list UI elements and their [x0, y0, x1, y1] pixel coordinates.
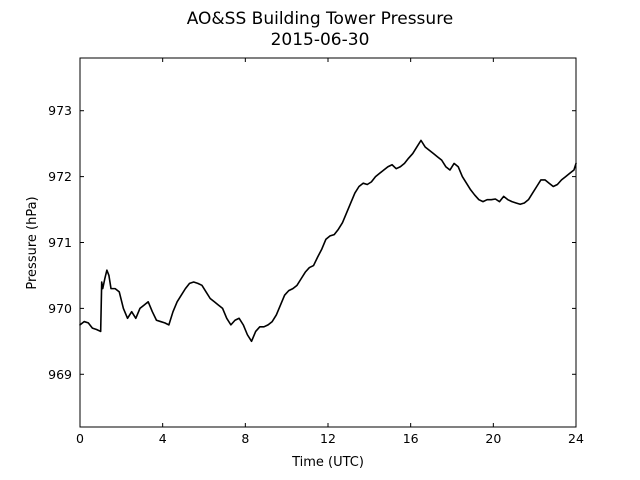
y-tick-label: 972 [48, 169, 72, 184]
series-line-pressure [79, 139, 577, 343]
y-tick-label: 973 [48, 103, 72, 118]
y-tick-label: 971 [48, 235, 72, 250]
x-tick-label: 8 [241, 431, 249, 446]
chart-subtitle: 2015-06-30 [271, 30, 370, 50]
plot-area: 0 4 8 12 16 20 24 969 970 971 972 973 [48, 57, 584, 446]
x-tick-label: 16 [403, 431, 419, 446]
y-tick-label: 970 [48, 301, 72, 316]
x-tick-label: 4 [159, 431, 167, 446]
x-tick-label: 0 [76, 431, 84, 446]
chart-title: AO&SS Building Tower Pressure [187, 9, 454, 29]
x-tick-label: 12 [320, 431, 336, 446]
x-tick-label: 24 [568, 431, 584, 446]
plot-frame [79, 57, 577, 428]
x-axis-label: Time (UTC) [291, 455, 364, 470]
y-axis-label: Pressure (hPa) [25, 196, 40, 289]
x-tick-label: 20 [485, 431, 501, 446]
y-tick-label: 969 [48, 367, 72, 382]
